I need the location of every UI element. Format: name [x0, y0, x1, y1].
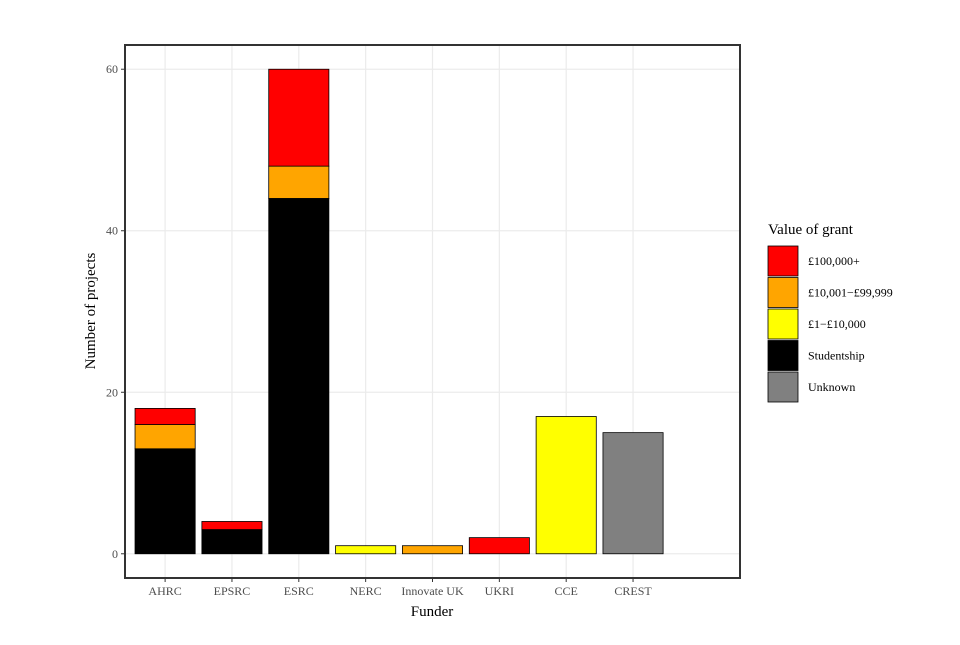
legend-label: £10,001−£99,999 — [808, 286, 893, 300]
x-tick-label: EPSRC — [214, 584, 251, 598]
x-tick-label: ESRC — [284, 584, 314, 598]
bar-segment — [201, 529, 263, 555]
bar-segment — [134, 408, 196, 425]
legend-label: £100,000+ — [808, 254, 860, 268]
x-tick-label: Innovate UK — [401, 584, 464, 598]
y-tick-label: 0 — [112, 547, 118, 561]
legend-key — [767, 277, 799, 308]
legend-label: £1−£10,000 — [808, 317, 866, 331]
bar-segment — [201, 521, 263, 530]
bar-segment — [268, 165, 330, 199]
y-tick-label: 40 — [106, 224, 118, 238]
bar-segment — [535, 416, 597, 555]
panel-border — [124, 44, 741, 579]
legend-key — [767, 340, 799, 371]
x-tick-label: CCE — [555, 584, 578, 598]
legend-title: Value of grant — [768, 222, 854, 238]
bar-segment — [602, 432, 664, 555]
bar-segment — [402, 545, 463, 555]
bar-segment — [335, 545, 397, 555]
y-tick-label: 60 — [106, 62, 118, 76]
x-tick-label: UKRI — [485, 584, 514, 598]
x-tick-label: CREST — [614, 584, 652, 598]
bar-segment — [134, 448, 196, 555]
bar-segment — [134, 424, 196, 450]
bar-segment — [468, 537, 530, 555]
bar-segment — [268, 68, 330, 167]
x-tick-label: NERC — [350, 584, 382, 598]
legend-label: Studentship — [808, 349, 865, 363]
x-tick-label: AHRC — [148, 584, 181, 598]
legend-key — [767, 308, 799, 340]
legend-label: Unknown — [808, 380, 855, 394]
bar-segment — [268, 198, 330, 555]
legend-key — [767, 245, 799, 277]
legend-key — [767, 371, 799, 403]
y-tick-label: 20 — [106, 385, 118, 399]
y-axis-title: Number of projects — [83, 253, 99, 370]
x-axis-title: Funder — [411, 604, 454, 620]
